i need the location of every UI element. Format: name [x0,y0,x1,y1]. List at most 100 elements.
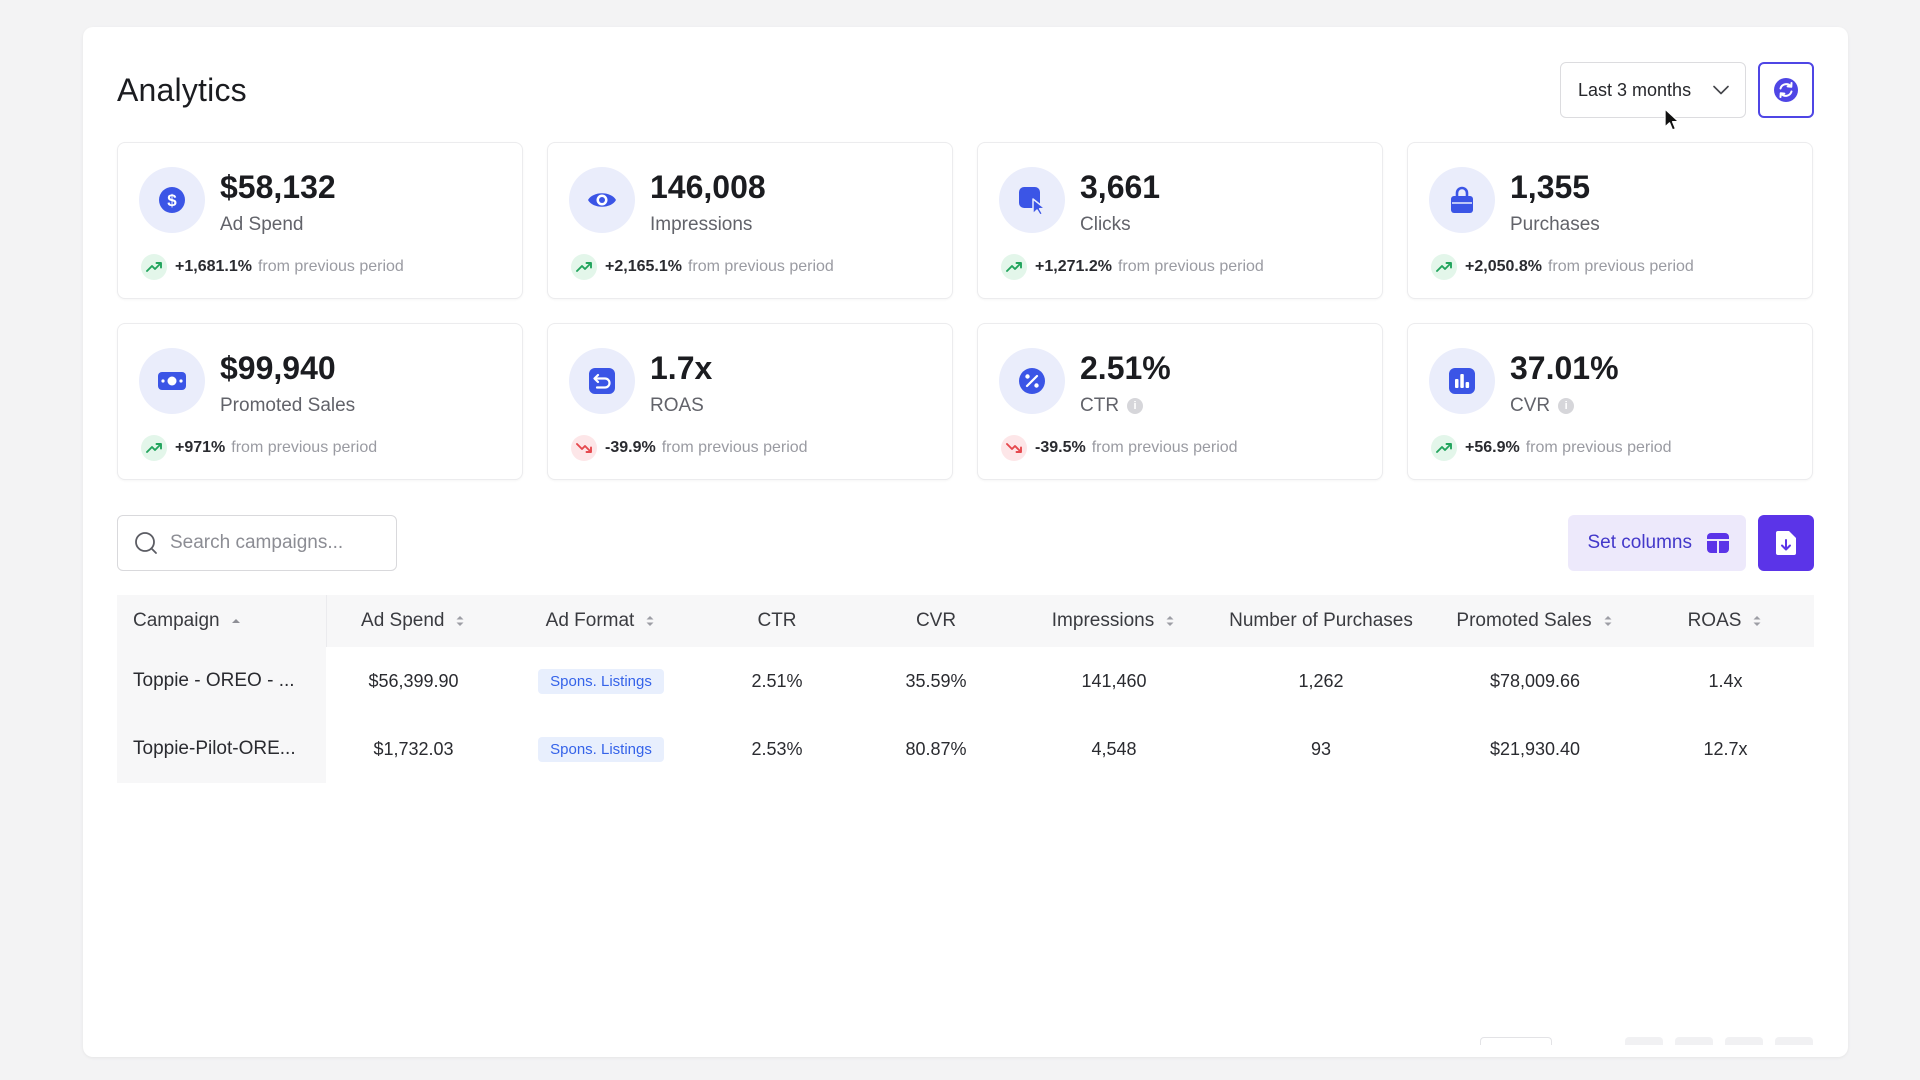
trend-caption: from previous period [1117,258,1264,275]
page-title: Analytics [117,71,247,108]
trend-up-icon [1436,262,1452,272]
metric-trend: -39.5% from previous period [1001,435,1238,461]
cell-promoted-sales: $21,930.40 [1489,738,1581,759]
column-header-roas[interactable]: ROAS [1637,595,1814,647]
metric-value: $99,940 [220,350,336,386]
table-row[interactable]: Toppie - OREO - ... $56,399.90 Spons. List… [117,647,1814,715]
search-icon [135,532,157,554]
column-header-label: Ad Spend [361,610,445,631]
metric-card-clicks: 3,661 Clicks +1,271.2% from previous period [977,142,1383,299]
trend-caption: from previous period [687,258,834,275]
trend-badge [1431,435,1457,461]
cell-campaign[interactable]: Toppie - OREO - ... [117,647,326,715]
cell-roas: 1.4x [1708,670,1743,691]
cell-roas: 12.7x [1703,738,1748,759]
trend-caption: from previous period [231,439,378,456]
metric-label-row: Ad Spend [220,214,303,236]
column-header-ad-spend[interactable]: Ad Spend [326,595,501,647]
pagination-control[interactable] [1480,1037,1552,1045]
column-header-label: Number of Purchases [1229,610,1413,631]
column-header-promoted-sales[interactable]: Promoted Sales [1433,595,1637,647]
click-icon [1019,187,1046,216]
column-header-label: CTR [757,610,797,631]
cell-cvr: 80.87% [905,738,967,759]
analytics-panel: Analytics Last 3 months $ $58,132 Ad Spend… [83,27,1848,1057]
trend-badge [1001,435,1027,461]
column-header-cvr: CVR [853,595,1019,647]
search-box[interactable] [117,515,397,571]
metric-icon-wrap: $ [139,167,205,233]
trend-up-icon [146,262,162,272]
trend-caption: from previous period [1525,439,1672,456]
metric-icon-wrap [999,167,1065,233]
table-header-row: Campaign Ad Spend Ad Format CTR CVR Impressio… [117,595,1814,647]
info-icon[interactable]: i [1127,398,1144,414]
sort-icon [646,616,654,626]
sort-icon [1753,616,1761,626]
eye-icon [588,193,616,207]
column-header-impressions[interactable]: Impressions [1019,595,1209,647]
trend-change: +971% [175,439,226,456]
trend-change: +2,050.8% [1465,258,1542,275]
trend-up-icon [1006,262,1022,272]
column-header-purchases: Number of Purchases [1209,595,1433,647]
pagination-button[interactable] [1625,1037,1663,1045]
cell-ad-format: Spons. Listings [501,715,701,783]
sort-icon [1604,616,1612,626]
pagination-button[interactable] [1675,1037,1713,1045]
metric-trend: +56.9% from previous period [1431,435,1672,461]
metric-value: 2.51% [1080,350,1171,386]
column-header-label: Impressions [1051,610,1155,631]
trend-caption: from previous period [1547,258,1694,275]
trend-change: -39.9% [605,439,656,456]
metric-trend: +2,050.8% from previous period [1431,254,1694,280]
pagination-button[interactable] [1725,1037,1763,1045]
cell-ad-spend: $56,399.90 [368,670,459,691]
metric-label-row: Purchases [1510,214,1600,236]
metric-label: CTR [1080,395,1120,416]
trend-badge [1431,254,1457,280]
ad-format-badge: Spons. Listings [538,736,664,762]
trend-change: +56.9% [1465,439,1520,456]
refresh-button[interactable] [1758,62,1814,118]
metric-label-row: ROAS [650,395,704,417]
refresh-icon [1774,78,1798,102]
export-button[interactable] [1758,515,1814,571]
metric-label: Clicks [1080,214,1131,235]
column-header-label: ROAS [1687,610,1742,631]
trend-change: +1,681.1% [175,258,252,275]
column-header-campaign[interactable]: Campaign [117,595,327,647]
header-actions: Last 3 months [1560,62,1814,118]
metric-label-row: CTR i [1080,395,1144,417]
trend-caption: from previous period [661,439,808,456]
column-header-label: Campaign [133,610,220,631]
column-header-label: Ad Format [545,610,635,631]
search-input[interactable] [170,532,380,554]
bag-icon [1451,186,1473,213]
info-icon[interactable]: i [1558,398,1575,414]
table-toolbar: Set columns [117,515,1814,571]
metric-label: Ad Spend [220,214,304,235]
trend-down-icon [1006,443,1022,453]
trend-up-icon [1436,443,1452,453]
trend-change: +2,165.1% [605,258,682,275]
cell-campaign[interactable]: Toppie-Pilot-ORE... [117,715,326,783]
column-header-ad-format[interactable]: Ad Format [501,595,701,647]
cell-purchases: 1,262 [1298,670,1344,691]
set-columns-button[interactable]: Set columns [1568,515,1746,571]
cell-ad-spend: $1,732.03 [373,738,454,759]
metric-cards: $ $58,132 Ad Spend +1,681.1% from previous p… [117,142,1814,480]
metric-card-ctr: 2.51% CTR i -39.5% from previous period [977,323,1383,480]
metric-label-row: CVR i [1510,395,1575,417]
table-row[interactable]: Toppie-Pilot-ORE... $1,732.03 Spons. Listi… [117,715,1814,783]
metric-card-purchases: 1,355 Purchases +2,050.8% from previous per… [1407,142,1813,299]
metric-value: 146,008 [650,169,766,205]
export-file-icon [1776,531,1796,555]
period-select[interactable]: Last 3 months [1560,62,1746,118]
metric-icon-wrap [569,348,635,414]
metric-value: $58,132 [220,169,336,205]
cell-impressions: 4,548 [1091,738,1137,759]
pagination-button[interactable] [1775,1037,1813,1045]
metric-label-row: Clicks [1080,214,1131,236]
sort-icon [456,616,464,626]
